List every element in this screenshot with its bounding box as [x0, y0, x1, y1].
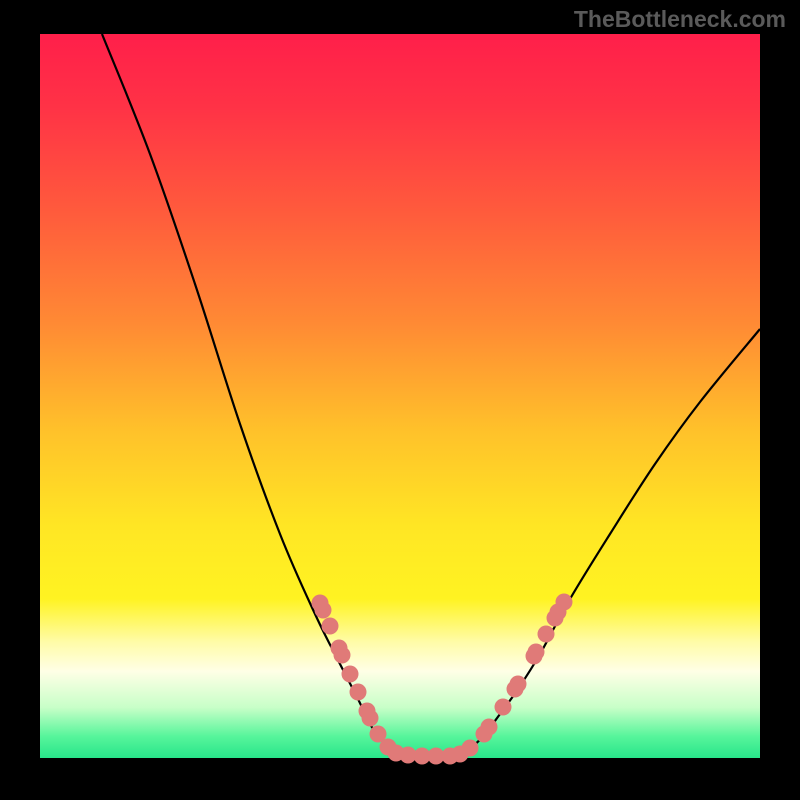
curve-layer — [40, 34, 760, 758]
marker-point — [362, 710, 379, 727]
marker-point — [528, 644, 545, 661]
marker-point — [342, 666, 359, 683]
marker-point — [462, 740, 479, 757]
chart-frame: TheBottleneck.com — [0, 0, 800, 800]
marker-point — [322, 618, 339, 635]
plot-area — [40, 34, 760, 758]
marker-point — [538, 626, 555, 643]
marker-point — [315, 602, 332, 619]
marker-point — [481, 719, 498, 736]
marker-point — [495, 699, 512, 716]
curve-left — [102, 34, 400, 754]
marker-point — [510, 676, 527, 693]
marker-point — [334, 647, 351, 664]
curve-right — [460, 329, 760, 754]
marker-point — [350, 684, 367, 701]
watermark-text: TheBottleneck.com — [574, 6, 786, 33]
marker-point — [556, 594, 573, 611]
